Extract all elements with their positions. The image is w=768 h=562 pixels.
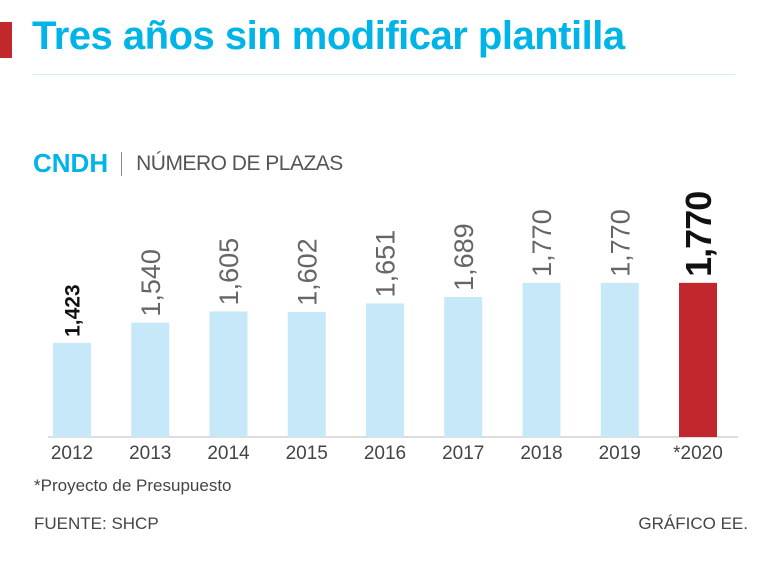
bar-2012 bbox=[53, 342, 91, 437]
chart-subtitle: CNDH NÚMERO DE PLAZAS bbox=[33, 148, 343, 179]
credit-label: GRÁFICO EE. bbox=[638, 514, 748, 533]
x-tick-label: 2016 bbox=[364, 443, 406, 464]
x-tick-label: 2017 bbox=[442, 443, 484, 464]
bar-2018 bbox=[522, 282, 561, 437]
source-label: FUENTE: SHCP bbox=[34, 514, 159, 533]
bar-2015 bbox=[287, 311, 326, 437]
x-tick-label: 2019 bbox=[599, 443, 641, 464]
bar-2019 bbox=[600, 282, 639, 437]
x-tick-label: 2014 bbox=[207, 443, 250, 464]
value-label: 1,540 bbox=[136, 249, 166, 317]
value-label: 1,423 bbox=[62, 284, 85, 337]
bar-2016 bbox=[366, 303, 404, 437]
chart-title: Tres años sin modificar plantilla bbox=[32, 14, 625, 58]
value-label: 1,689 bbox=[449, 223, 479, 291]
value-label: 1,770 bbox=[527, 209, 557, 277]
bar-2017 bbox=[444, 296, 483, 437]
x-tick-label: 2018 bbox=[520, 443, 562, 464]
value-label: 1,770 bbox=[678, 192, 719, 277]
unit-label: NÚMERO DE PLAZAS bbox=[136, 151, 343, 175]
title-divider bbox=[33, 74, 735, 75]
footnote: *Proyecto de Presupuesto bbox=[34, 476, 232, 495]
value-label: 1,605 bbox=[214, 238, 244, 306]
subtitle-separator bbox=[121, 151, 123, 176]
value-label: 1,602 bbox=[292, 238, 322, 306]
bar-2014 bbox=[209, 311, 248, 437]
value-label: 1,770 bbox=[605, 209, 635, 277]
bar-2020 bbox=[679, 282, 717, 437]
value-label: 1,651 bbox=[371, 230, 401, 298]
organization-label: CNDH bbox=[33, 148, 109, 178]
x-tick-label: 2012 bbox=[51, 443, 93, 464]
title-accent-bar bbox=[0, 22, 12, 58]
x-tick-label: 2013 bbox=[129, 443, 171, 464]
x-tick-label: *2020 bbox=[673, 443, 723, 464]
bar-2013 bbox=[131, 322, 170, 437]
x-tick-label: 2015 bbox=[286, 443, 328, 464]
